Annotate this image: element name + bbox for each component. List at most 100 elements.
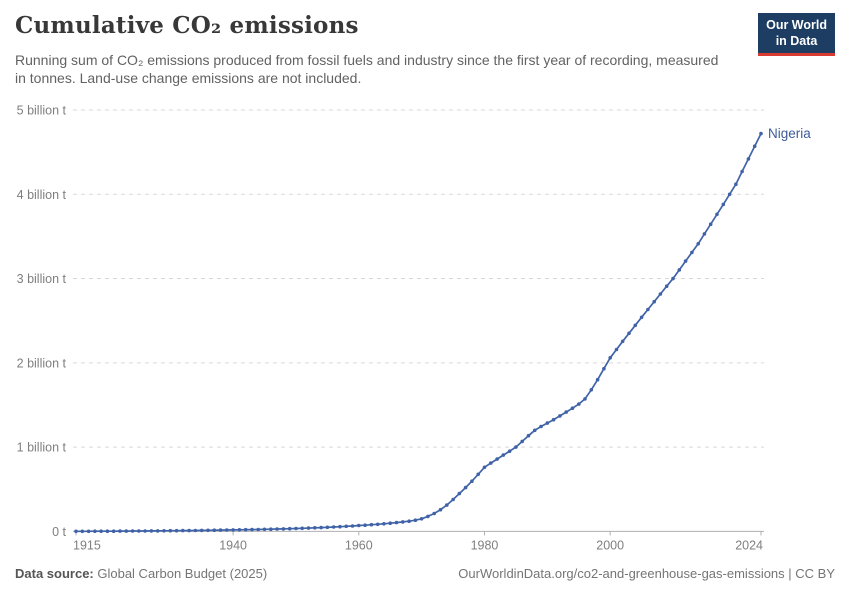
data-point[interactable] [589,388,594,392]
data-point[interactable] [702,232,707,236]
data-point[interactable] [212,528,217,532]
data-point[interactable] [86,529,91,534]
data-point[interactable] [602,366,606,371]
data-point[interactable] [451,497,455,502]
data-point[interactable] [243,527,248,532]
data-point[interactable] [721,202,726,207]
data-point[interactable] [388,521,393,525]
data-point[interactable] [181,528,185,533]
data-point[interactable] [463,485,468,490]
data-point[interactable] [457,491,462,496]
owid-logo[interactable]: Our World in Data [758,13,835,57]
data-point[interactable] [608,356,612,360]
data-point[interactable] [401,520,405,524]
data-point[interactable] [105,529,110,533]
data-point[interactable] [759,131,763,136]
data-point[interactable] [551,417,556,422]
data-point[interactable] [495,457,499,461]
data-point[interactable] [727,192,732,197]
data-point[interactable] [319,525,323,530]
data-point[interactable] [639,315,644,320]
footer-link[interactable]: OurWorldinData.org/co2-and-greenhouse-ga… [458,566,835,581]
data-point[interactable] [187,528,191,533]
data-point[interactable] [111,529,116,533]
data-point[interactable] [652,299,656,304]
data-point[interactable] [199,528,204,533]
data-point[interactable] [118,529,122,533]
data-point[interactable] [438,507,443,512]
data-point[interactable] [583,397,587,401]
data-point[interactable] [413,518,418,522]
data-point[interactable] [363,523,367,527]
data-point[interactable] [614,347,619,352]
data-point[interactable] [715,212,719,217]
data-point[interactable] [168,528,173,533]
data-point[interactable] [677,268,682,272]
data-point[interactable] [407,519,411,523]
data-point[interactable] [149,529,154,533]
data-point[interactable] [432,511,437,516]
data-point[interactable] [526,433,531,438]
data-point[interactable] [375,522,380,527]
data-point[interactable] [482,465,487,470]
data-point[interactable] [394,520,399,525]
data-point[interactable] [93,529,97,533]
data-point[interactable] [344,524,349,529]
data-point[interactable] [533,428,537,433]
data-point[interactable] [218,528,223,532]
data-point[interactable] [690,250,694,255]
data-point[interactable] [476,472,481,477]
data-point[interactable] [281,527,286,531]
data-point[interactable] [350,524,355,528]
data-point[interactable] [300,526,305,531]
data-point[interactable] [507,449,512,454]
data-point[interactable] [99,529,103,533]
data-point[interactable] [627,331,631,336]
data-point[interactable] [256,527,261,532]
data-point[interactable] [124,529,129,533]
data-point[interactable] [269,527,273,531]
data-point[interactable] [137,529,141,533]
data-point[interactable] [620,339,625,344]
data-point[interactable] [514,445,518,449]
data-point[interactable] [174,528,179,533]
data-point[interactable] [445,503,449,507]
series-line[interactable] [75,132,762,533]
data-point[interactable] [206,528,210,533]
data-point[interactable] [752,144,757,148]
data-point[interactable] [313,526,317,530]
data-point[interactable] [262,527,267,532]
data-point[interactable] [338,524,342,529]
data-point[interactable] [382,522,386,526]
data-point[interactable] [740,169,744,174]
data-point[interactable] [331,525,336,529]
data-point[interactable] [671,276,675,281]
data-point[interactable] [143,529,147,533]
data-point[interactable] [658,292,663,296]
data-point[interactable] [595,377,600,382]
data-point[interactable] [633,323,638,328]
data-point[interactable] [564,410,568,414]
data-point[interactable] [664,284,669,289]
data-point[interactable] [470,479,474,484]
data-point[interactable] [80,529,85,534]
data-point[interactable] [294,526,298,531]
data-point[interactable] [570,406,575,411]
data-point[interactable] [306,526,311,530]
data-point[interactable] [287,526,292,531]
data-point[interactable] [558,414,562,418]
data-point[interactable] [746,157,751,161]
data-point[interactable] [231,528,235,532]
data-point[interactable] [489,461,493,465]
series-end-label[interactable]: Nigeria [768,126,811,141]
data-point[interactable] [419,517,424,521]
data-point[interactable] [545,421,550,425]
data-point[interactable] [357,523,361,528]
data-point[interactable] [193,528,198,533]
data-point[interactable] [275,527,279,531]
data-point[interactable] [162,529,166,533]
data-point[interactable] [250,527,254,532]
data-point[interactable] [74,529,78,534]
data-point[interactable] [237,528,242,532]
data-point[interactable] [646,307,650,312]
